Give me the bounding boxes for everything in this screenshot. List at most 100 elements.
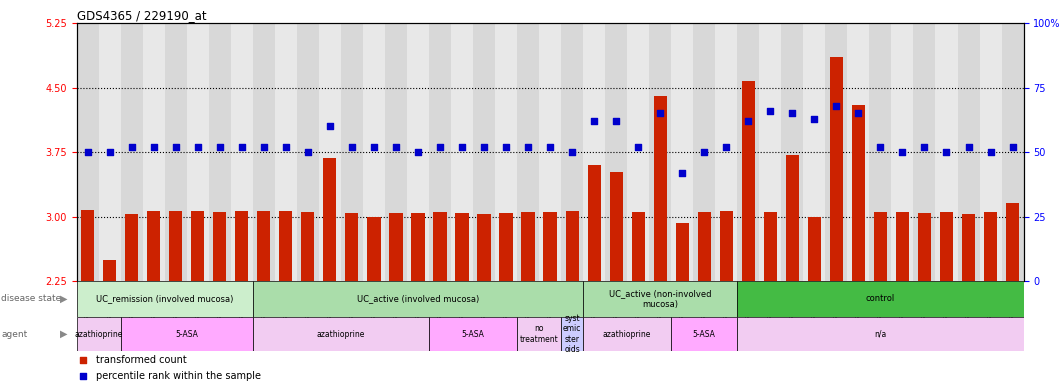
Bar <box>213 212 227 281</box>
Bar <box>81 210 95 281</box>
Bar <box>346 213 359 281</box>
Bar <box>103 260 116 281</box>
Bar <box>253 23 275 281</box>
Bar <box>231 23 253 281</box>
Bar <box>319 23 340 281</box>
Bar <box>826 23 847 281</box>
Bar <box>433 212 447 281</box>
Text: azathioprine: azathioprine <box>603 329 651 339</box>
Bar <box>279 210 293 281</box>
Text: n/a: n/a <box>875 329 886 339</box>
Bar <box>77 23 99 281</box>
Bar <box>455 213 468 281</box>
Bar <box>587 165 601 281</box>
Point <box>630 144 647 150</box>
Bar <box>301 212 315 281</box>
Point <box>189 144 206 150</box>
Text: no
treatment: no treatment <box>519 324 559 344</box>
Point <box>871 144 888 150</box>
Bar <box>830 58 843 281</box>
Point <box>916 144 933 150</box>
Bar <box>165 23 186 281</box>
Bar <box>737 23 760 281</box>
Point <box>498 144 515 150</box>
Bar <box>257 212 270 281</box>
Bar <box>874 212 887 281</box>
Bar <box>935 23 958 281</box>
Bar <box>544 212 556 281</box>
Text: 5-ASA: 5-ASA <box>693 329 716 339</box>
Bar <box>610 172 622 281</box>
Bar <box>980 23 1001 281</box>
Bar <box>715 23 737 281</box>
Bar <box>340 23 363 281</box>
Bar <box>406 23 429 281</box>
Bar <box>521 212 535 281</box>
Bar <box>737 281 1024 317</box>
Point <box>938 149 955 155</box>
Point <box>167 144 184 150</box>
Text: percentile rank within the sample: percentile rank within the sample <box>96 371 261 381</box>
Bar <box>1005 203 1019 281</box>
Text: UC_active (involved mucosa): UC_active (involved mucosa) <box>356 295 479 303</box>
Bar <box>698 212 711 281</box>
Text: 5-ASA: 5-ASA <box>462 329 484 339</box>
Bar <box>583 23 605 281</box>
Point <box>255 144 272 150</box>
Bar <box>120 317 253 351</box>
Point <box>145 144 162 150</box>
Bar <box>297 23 319 281</box>
Bar <box>253 281 583 317</box>
Point <box>453 144 470 150</box>
Bar <box>186 23 209 281</box>
Point <box>387 144 404 150</box>
Point <box>960 144 977 150</box>
Text: UC_active (non-involved
mucosa): UC_active (non-involved mucosa) <box>609 289 712 309</box>
Point <box>894 149 911 155</box>
Bar <box>99 23 120 281</box>
Bar <box>412 213 425 281</box>
Point <box>365 144 382 150</box>
Bar <box>627 23 649 281</box>
Bar <box>363 23 385 281</box>
Text: GDS4365 / 229190_at: GDS4365 / 229190_at <box>77 9 206 22</box>
Bar <box>940 212 953 281</box>
Bar <box>478 214 491 281</box>
Text: agent: agent <box>1 329 28 339</box>
Bar <box>495 23 517 281</box>
Bar <box>852 105 865 281</box>
Text: disease state: disease state <box>1 295 62 303</box>
Bar <box>473 23 495 281</box>
Point <box>762 108 779 114</box>
Point <box>805 116 822 122</box>
Text: transformed count: transformed count <box>96 356 186 366</box>
Bar <box>367 217 381 281</box>
Bar <box>120 23 143 281</box>
Bar <box>147 210 161 281</box>
Bar <box>605 23 627 281</box>
Point <box>123 144 140 150</box>
Bar <box>737 317 1024 351</box>
Bar <box>958 23 980 281</box>
Bar <box>918 213 931 281</box>
Point <box>79 149 96 155</box>
Point <box>432 144 449 150</box>
Point <box>101 149 118 155</box>
Point <box>739 118 757 124</box>
Text: azathioprine: azathioprine <box>317 329 365 339</box>
Bar <box>760 23 781 281</box>
Point <box>608 118 625 124</box>
Point <box>344 144 361 150</box>
Point <box>74 373 92 379</box>
Bar <box>451 23 473 281</box>
Bar <box>583 281 737 317</box>
Point <box>233 144 250 150</box>
Bar <box>896 212 909 281</box>
Text: syst
emic
ster
oids: syst emic ster oids <box>563 314 581 354</box>
Bar <box>914 23 935 281</box>
Point <box>1004 144 1021 150</box>
Bar <box>694 23 715 281</box>
Point <box>212 144 229 150</box>
Point <box>299 149 316 155</box>
Text: UC_remission (involved mucosa): UC_remission (involved mucosa) <box>96 295 233 303</box>
